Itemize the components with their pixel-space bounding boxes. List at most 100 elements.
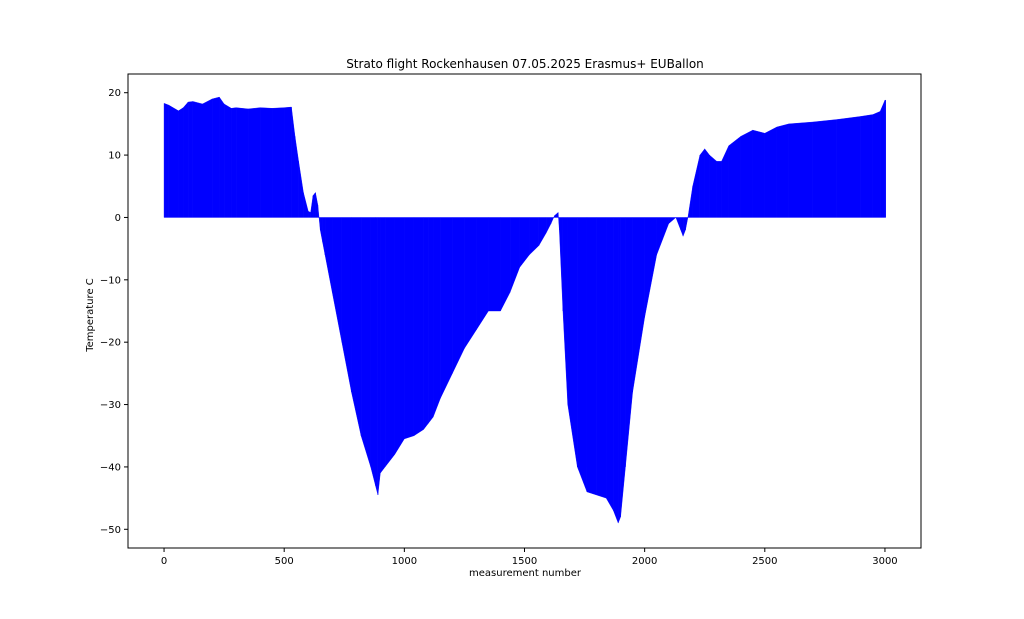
bar-segment bbox=[231, 107, 237, 218]
bar-segment bbox=[554, 212, 559, 218]
bar-segment bbox=[404, 217, 415, 440]
chart-title: Strato flight Rockenhausen 07.05.2025 Er… bbox=[346, 57, 704, 71]
bar-segment bbox=[428, 217, 434, 424]
bar-segment bbox=[247, 107, 261, 218]
bar-segment bbox=[559, 217, 564, 312]
bar-segment bbox=[308, 210, 311, 218]
bar-segment bbox=[687, 186, 693, 218]
bar-segment bbox=[709, 154, 717, 218]
bar-segment bbox=[322, 217, 326, 255]
x-tick-label: 1500 bbox=[512, 556, 537, 567]
bar-segment bbox=[320, 217, 323, 243]
bar-segment bbox=[675, 217, 681, 230]
x-tick-label: 500 bbox=[275, 556, 294, 567]
bar-segment bbox=[187, 101, 194, 218]
bar-segment bbox=[740, 129, 753, 218]
bar-segment bbox=[545, 217, 552, 234]
bar-segment bbox=[315, 192, 319, 218]
bar-segment bbox=[586, 217, 597, 496]
bar-segment bbox=[668, 217, 677, 225]
bar-segment bbox=[432, 217, 441, 418]
bar-segment bbox=[211, 96, 220, 218]
bar-segment bbox=[776, 123, 790, 218]
bar-segment bbox=[317, 204, 321, 230]
bar-segment bbox=[294, 136, 299, 218]
bar-segment bbox=[464, 217, 477, 350]
bar-segment bbox=[310, 195, 314, 218]
bar-segment bbox=[202, 98, 213, 218]
bar-segment bbox=[259, 107, 273, 218]
bar-segment bbox=[860, 114, 874, 218]
bar-segment bbox=[223, 103, 232, 218]
x-tick-label: 2500 bbox=[752, 556, 777, 567]
bar-segment bbox=[168, 104, 179, 218]
bar-segment bbox=[341, 217, 352, 393]
bar-segment bbox=[567, 217, 578, 467]
bar-segment bbox=[682, 217, 686, 237]
bar-segment bbox=[423, 217, 429, 431]
bar-segment bbox=[884, 99, 886, 218]
bar-segment bbox=[620, 217, 626, 517]
bar-segment bbox=[235, 107, 249, 218]
bar-segment bbox=[596, 217, 607, 499]
y-tick-label: −30 bbox=[100, 400, 121, 411]
bar-segment bbox=[332, 217, 343, 343]
bar-segment bbox=[632, 217, 645, 393]
bar-segment bbox=[452, 217, 465, 374]
bar-segment bbox=[509, 217, 520, 293]
bar-segment bbox=[704, 148, 710, 218]
y-tick-label: −50 bbox=[100, 525, 121, 536]
bar-segment bbox=[291, 107, 296, 218]
y-axis-label: Temperature C bbox=[85, 278, 96, 353]
plot-area bbox=[163, 96, 886, 524]
bar-segment bbox=[183, 101, 189, 218]
bar-segment bbox=[752, 129, 765, 218]
bar-segment bbox=[284, 106, 292, 218]
bar-segment bbox=[529, 217, 540, 256]
bar-segment bbox=[351, 217, 362, 436]
bar-segment bbox=[519, 217, 530, 268]
bar-segment bbox=[812, 119, 838, 218]
bar-segment bbox=[370, 217, 376, 486]
bar-segment bbox=[728, 135, 741, 218]
bar-segment bbox=[716, 161, 722, 218]
bar-segment bbox=[380, 217, 386, 474]
bar-segment bbox=[384, 217, 395, 468]
y-tick-label: −20 bbox=[100, 338, 121, 349]
x-tick-label: 2000 bbox=[632, 556, 657, 567]
bar-segment bbox=[375, 217, 379, 496]
bar-segment bbox=[606, 217, 614, 512]
bar-segment bbox=[550, 215, 555, 224]
bar-segment bbox=[192, 101, 203, 218]
bar-segment bbox=[476, 217, 489, 331]
bar-segment bbox=[836, 116, 862, 218]
bar-segment bbox=[656, 217, 669, 255]
bar-segment bbox=[692, 155, 701, 218]
bar-segment bbox=[163, 103, 170, 218]
bar-segment bbox=[764, 126, 778, 218]
bar-segment bbox=[788, 121, 814, 218]
x-tick-label: 1000 bbox=[392, 556, 417, 567]
y-tick-label: −10 bbox=[100, 275, 121, 286]
bar-segment bbox=[500, 217, 511, 312]
axes: 0 500 1000 1500 2000 2500 3000 20 10 0 −10 −20 −30 −4… bbox=[100, 73, 922, 567]
bar-segment bbox=[377, 217, 381, 496]
bar-segment bbox=[219, 96, 225, 218]
y-tick-label: 10 bbox=[108, 151, 121, 162]
y-tick-label: −40 bbox=[100, 462, 121, 473]
bar-segment bbox=[312, 191, 316, 218]
y-tick-label: 0 bbox=[115, 213, 121, 224]
bar-segment bbox=[360, 217, 371, 467]
x-tick-label: 0 bbox=[161, 556, 167, 567]
bar-segment bbox=[685, 217, 689, 230]
bar-segment bbox=[298, 161, 304, 218]
bar-segment bbox=[699, 148, 705, 218]
x-tick-label: 3000 bbox=[872, 556, 897, 567]
y-tick-label: 20 bbox=[108, 88, 121, 99]
bar-segment bbox=[440, 217, 453, 399]
bar-segment bbox=[625, 217, 633, 467]
bar-segment bbox=[680, 217, 684, 237]
bar-segment bbox=[577, 217, 588, 492]
bar-segment bbox=[324, 217, 333, 293]
